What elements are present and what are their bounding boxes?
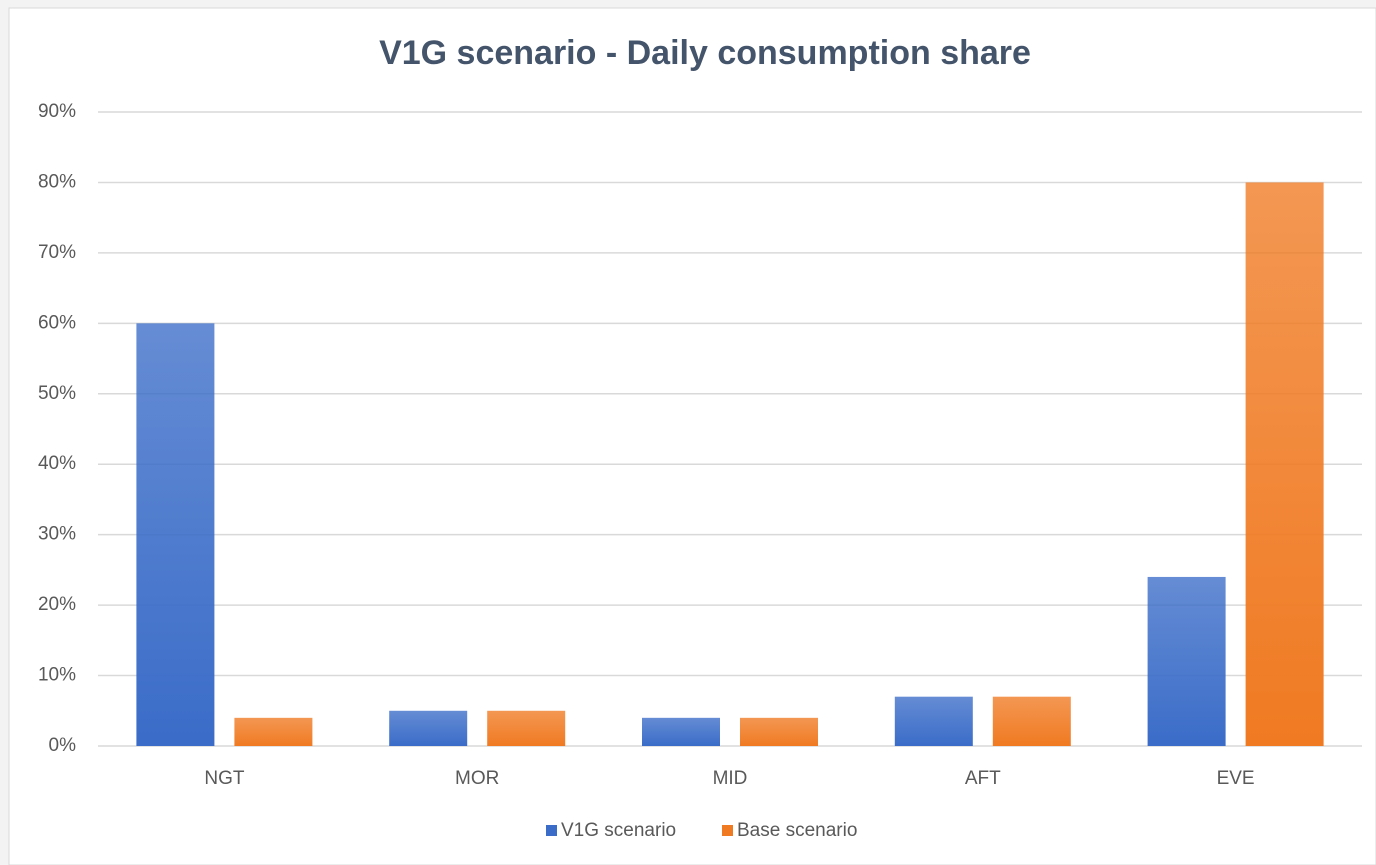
y-tick-label: 60%: [38, 312, 76, 333]
y-tick-label: 90%: [38, 101, 76, 122]
legend-swatch: [722, 825, 733, 836]
bar: [1147, 576, 1226, 746]
y-tick-label: 80%: [38, 171, 76, 192]
x-tick-label: AFT: [965, 768, 1001, 789]
bar: [487, 710, 566, 746]
legend-label: Base scenario: [737, 820, 857, 841]
x-tick-label: NGT: [204, 768, 245, 789]
y-tick-label: 20%: [38, 594, 76, 615]
bar: [136, 323, 215, 746]
bar: [992, 696, 1071, 746]
legend-swatch: [546, 825, 557, 836]
x-tick-label: EVE: [1217, 768, 1255, 789]
bar: [1245, 182, 1324, 746]
y-tick-label: 0%: [49, 735, 77, 756]
legend-label: V1G scenario: [561, 820, 676, 841]
chart-title: V1G scenario - Daily consumption share: [379, 34, 1031, 72]
y-tick-label: 70%: [38, 242, 76, 263]
y-tick-label: 10%: [38, 665, 76, 686]
x-tick-label: MOR: [455, 768, 499, 789]
bar: [894, 696, 973, 746]
bar: [642, 717, 720, 746]
bar: [389, 710, 468, 746]
bar: [740, 717, 818, 746]
y-tick-label: 30%: [38, 524, 76, 545]
x-tick-label: MID: [713, 768, 748, 789]
y-tick-label: 50%: [38, 383, 76, 404]
y-tick-label: 40%: [38, 453, 76, 474]
bar: [234, 717, 313, 746]
